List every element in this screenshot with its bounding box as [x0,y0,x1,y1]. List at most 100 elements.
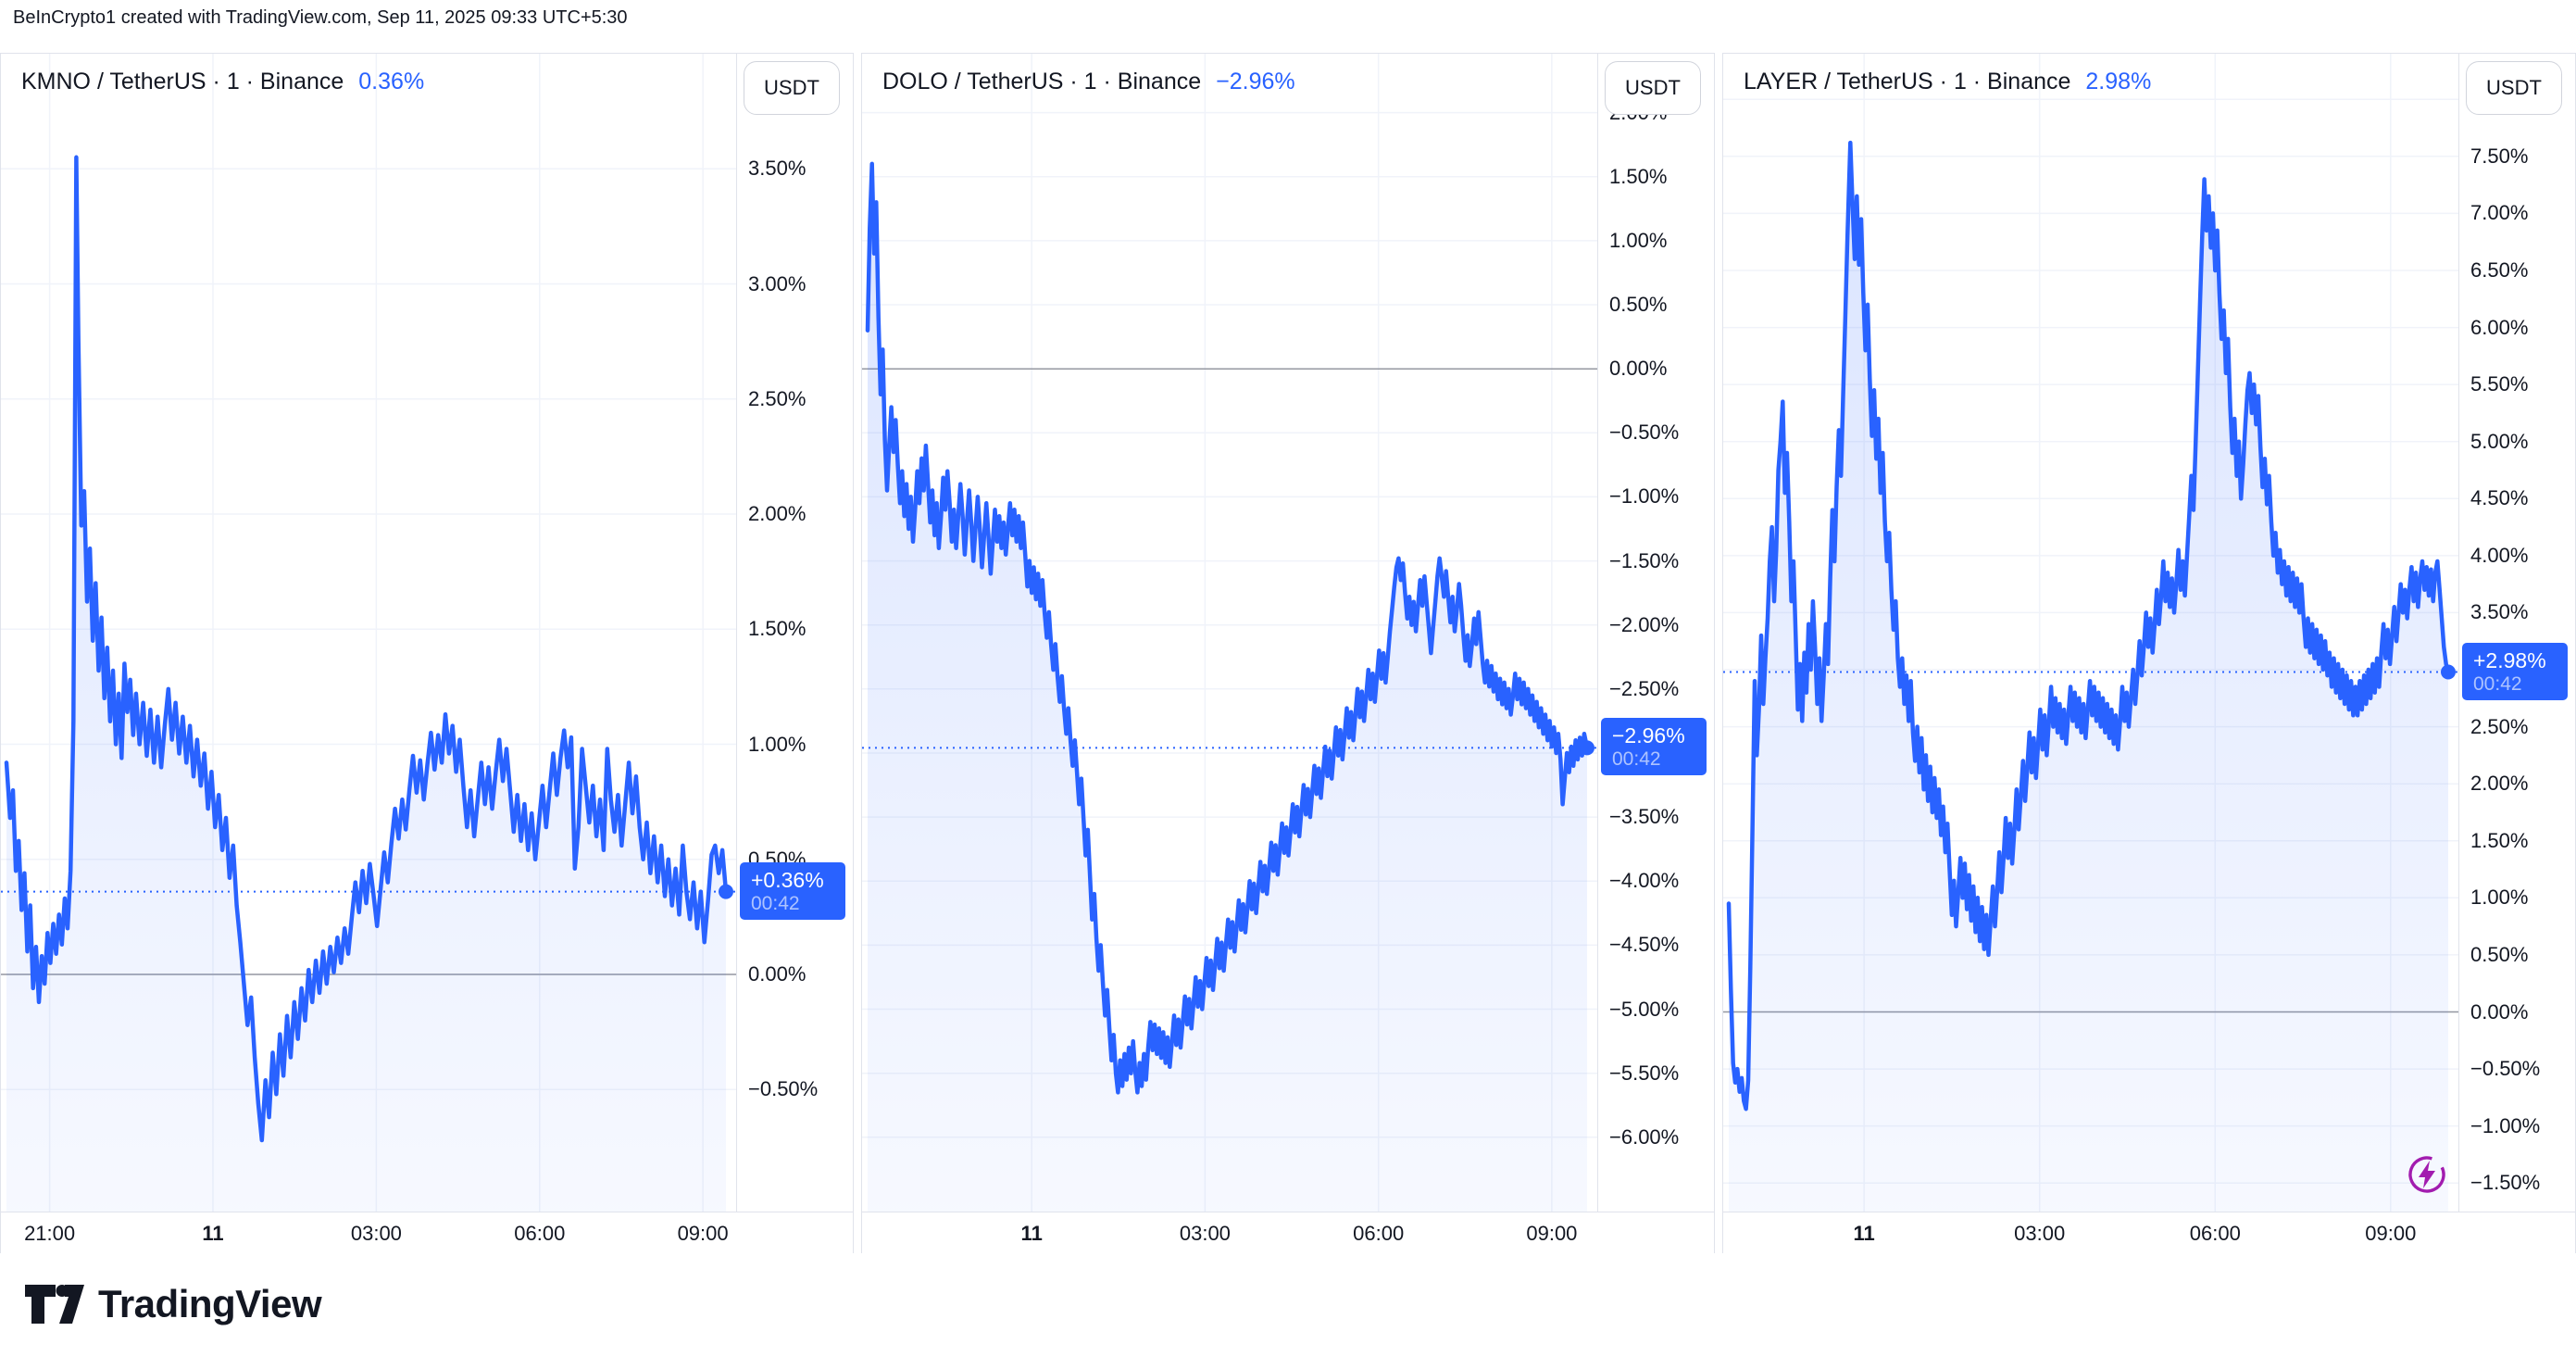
area-fill [868,163,1587,1212]
chart-symbol-text: DOLO / TetherUS · 1 · Binance [882,69,1202,94]
y-axis-tick-label: 4.00% [2470,543,2529,567]
price-axis[interactable]: USDT2.00%1.50%1.00%0.50%0.00%−0.50%−1.00… [1597,54,1714,1212]
x-axis-tick-label: 11 [1020,1222,1043,1245]
price-chart-plot[interactable] [1,54,737,1212]
last-price-marker [2441,664,2456,680]
current-price-time: 00:42 [751,892,800,914]
y-axis-tick-label: 2.00% [2470,772,2529,796]
price-line [865,161,1590,1095]
x-axis-tick-label: 03:00 [1179,1222,1231,1245]
chart-symbol-text: LAYER / TetherUS · 1 · Binance [1744,69,2071,94]
price-chart-plot[interactable] [862,54,1598,1212]
y-axis-tick-label: 1.50% [1609,164,1668,188]
tradingview-logo-text: TradingView [98,1282,322,1325]
y-axis-tick-label: −4.00% [1609,869,1680,893]
x-axis-tick-label: 21:00 [24,1222,76,1245]
time-axis[interactable]: 21:00 11 03:00 06:00 09:00 [1,1212,853,1253]
x-axis-tick-label: 06:00 [514,1222,566,1245]
tradingview-logo-icon [25,1285,84,1324]
flash-icon [2408,1156,2445,1193]
price-axis[interactable]: USDT8.00%7.50%7.00%6.50%6.00%5.50%5.00%4… [2458,54,2575,1212]
chart-title[interactable]: KMNO / TetherUS · 1 · Binance 0.36% [21,69,424,95]
y-axis-tick-label: −3.50% [1609,805,1680,829]
chart-pane: LAYER / TetherUS · 1 · Binance2.98%USDT8… [1722,53,2576,1253]
chart-pane: DOLO / TetherUS · 1 · Binance−2.96%USDT2… [861,53,1715,1253]
charts-row: KMNO / TetherUS · 1 · Binance 0.36% USDT 3.… [0,53,2576,1256]
current-price-label: +0.36% 00:42 [740,861,845,920]
x-axis-tick-label: 03:00 [350,1222,402,1245]
last-price-marker [719,884,733,899]
attribution-text: BeInCrypto1 created with TradingView.com… [13,7,628,28]
price-axis[interactable]: USDT 3.50% 3.00% 2.50% 2.00% 1.50% 1.00% 0.50% 0… [736,54,853,1212]
y-axis-tick-label: 2.50% [748,386,807,410]
chart-title[interactable]: LAYER / TetherUS · 1 · Binance 2.98% [1744,69,2151,95]
y-axis-tick-label: 5.00% [2470,429,2529,453]
y-axis-tick-label: 1.50% [2470,828,2529,852]
y-axis-tick-label: 7.00% [2470,201,2529,225]
y-axis-tick-label: −1.50% [1609,548,1680,572]
y-axis-tick-label: 1.50% [748,617,807,641]
axis-unit-button[interactable]: USDT [1605,61,1701,115]
current-price-time: 00:42 [1612,748,1661,771]
current-price-value: +0.36% [751,867,824,892]
y-axis-tick-label: −1.00% [2470,1113,2541,1137]
x-axis-tick-label: 09:00 [1526,1222,1578,1245]
y-axis-tick-label: 2.50% [2470,714,2529,738]
x-axis-tick-label: 09:00 [2365,1222,2417,1245]
y-axis-tick-label: 0.00% [1609,357,1668,381]
current-price-value: −2.96% [1612,723,1685,748]
y-axis-tick-label: 1.00% [2470,885,2529,910]
y-axis-tick-label: −6.00% [1609,1124,1680,1149]
y-axis-tick-label: 6.50% [2470,258,2529,282]
chart-title[interactable]: DOLO / TetherUS · 1 · Binance −2.96% [882,69,1295,95]
y-axis-tick-label: 1.00% [1609,228,1668,252]
chart-change-percent: −2.96% [1216,69,1295,94]
x-axis-tick-label: 11 [1853,1222,1875,1245]
y-axis-tick-label: −2.50% [1609,676,1680,700]
y-axis-tick-label: 4.50% [2470,486,2529,510]
price-chart-plot[interactable] [1723,54,2459,1212]
y-axis-tick-label: 3.50% [748,157,807,181]
y-axis-tick-label: 0.50% [2470,942,2529,966]
y-axis-tick-label: 1.00% [748,732,807,756]
y-axis-tick-label: 3.00% [748,271,807,295]
axis-unit-button[interactable]: USDT [2466,61,2562,115]
area-fill [1729,143,2448,1212]
y-axis-tick-label: −5.00% [1609,997,1680,1021]
y-axis-tick-label: −1.50% [2470,1171,2541,1195]
flash-bolt-icon [2419,1161,2435,1188]
y-axis-tick-label: 3.50% [2470,600,2529,624]
current-price-label: +2.98% 00:42 [2462,642,2568,700]
time-axis[interactable]: 11 03:00 06:00 09:00 [1723,1212,2575,1253]
price-line [4,155,729,1143]
y-axis-tick-label: −1.00% [1609,484,1680,509]
time-axis[interactable]: 11 03:00 06:00 09:00 [862,1212,1714,1253]
y-axis-tick-label: 7.50% [2470,144,2529,168]
x-axis-tick-label: 06:00 [2189,1222,2241,1245]
y-axis-tick-label: −0.50% [2470,1057,2541,1081]
current-price-time: 00:42 [2473,672,2522,695]
y-axis-tick-label: −0.50% [748,1077,819,1101]
y-axis-tick-label: 6.00% [2470,315,2529,339]
chart-change-percent: 0.36% [358,69,425,94]
y-axis-tick-label: 2.00% [748,502,807,525]
x-axis-tick-label: 03:00 [2014,1222,2066,1245]
y-axis-tick-label: 0.00% [748,962,807,986]
area-fill [6,157,726,1212]
y-axis-tick-label: −2.00% [1609,612,1680,636]
x-axis-tick-label: 09:00 [677,1222,729,1245]
last-price-marker [1580,740,1594,756]
x-axis-tick-label: 11 [202,1222,224,1245]
y-axis-tick-label: 0.50% [1609,293,1668,316]
y-axis-tick-label: 5.50% [2470,372,2529,396]
y-axis-tick-label: −5.50% [1609,1061,1680,1085]
current-price-value: +2.98% [2473,647,2546,672]
axis-unit-button[interactable]: USDT [744,61,840,115]
y-axis-tick-label: −4.50% [1609,933,1680,957]
current-price-label: −2.96% 00:42 [1601,718,1707,776]
x-axis-tick-label: 06:00 [1353,1222,1405,1245]
chart-pane: KMNO / TetherUS · 1 · Binance 0.36% USDT 3.… [0,53,854,1253]
tradingview-brand: TradingView [24,1282,322,1326]
price-line [1726,140,2451,1112]
